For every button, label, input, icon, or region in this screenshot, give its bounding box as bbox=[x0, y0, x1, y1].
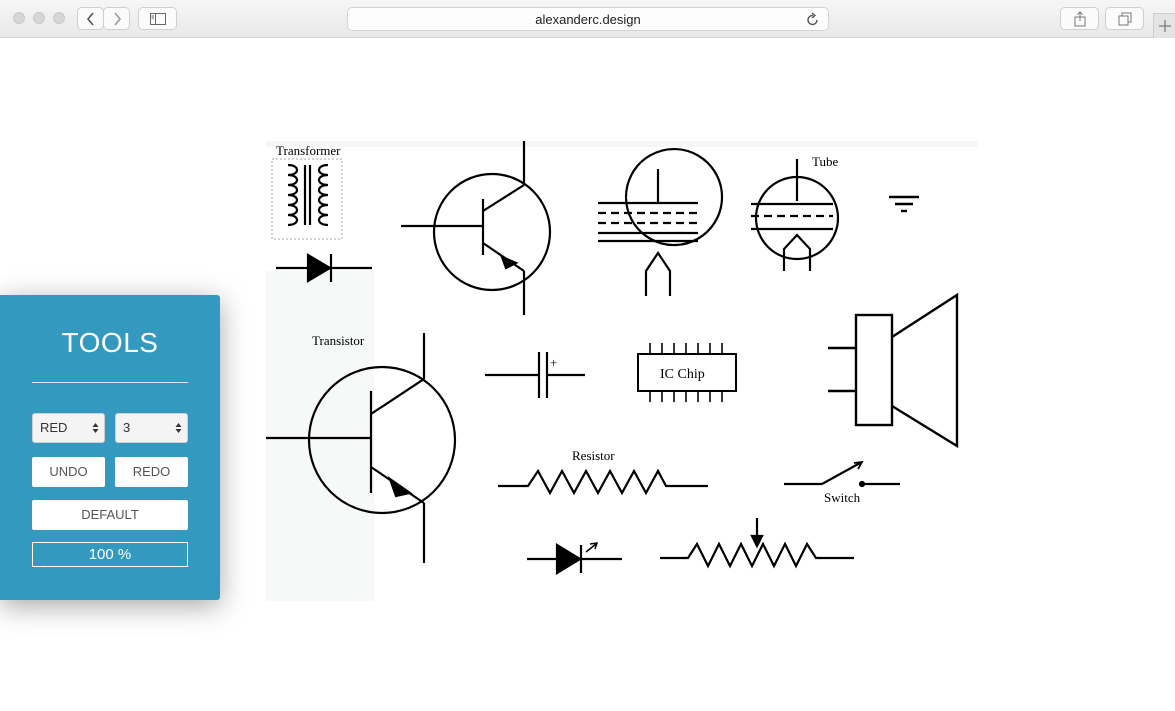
ic-chip-symbol bbox=[637, 343, 737, 402]
browser-toolbar: alexanderc.design bbox=[0, 0, 1175, 38]
redo-button[interactable]: REDO bbox=[115, 457, 188, 487]
forward-button[interactable] bbox=[103, 7, 130, 30]
share-button[interactable] bbox=[1060, 7, 1099, 30]
url-text: alexanderc.design bbox=[535, 11, 641, 27]
transformer-label: Transformer bbox=[276, 143, 341, 158]
plus-icon bbox=[1158, 20, 1171, 32]
minimize-window-button[interactable] bbox=[33, 12, 45, 24]
tabs-icon bbox=[1118, 12, 1131, 25]
brush-size-select-value: 3 bbox=[123, 420, 131, 435]
zoom-level[interactable]: 100 % bbox=[32, 542, 188, 567]
led-symbol bbox=[527, 542, 622, 575]
small-transistor-symbol bbox=[401, 141, 552, 315]
back-button[interactable] bbox=[77, 7, 104, 30]
select-arrows-icon bbox=[92, 423, 99, 433]
sidebar-icon bbox=[149, 12, 166, 25]
color-select-value: RED bbox=[40, 420, 68, 435]
circuit-symbols-image: Transformer bbox=[266, 141, 978, 601]
capacitor-symbol bbox=[485, 352, 585, 398]
resistor-symbol bbox=[498, 468, 708, 496]
brush-size-select[interactable]: 3 bbox=[115, 413, 188, 443]
speaker-symbol bbox=[828, 292, 959, 449]
transformer-symbol bbox=[271, 158, 343, 240]
tabs-overview-button[interactable] bbox=[1105, 7, 1144, 30]
switch-symbol bbox=[784, 460, 900, 488]
share-icon bbox=[1074, 10, 1085, 26]
color-select[interactable]: RED bbox=[32, 413, 105, 443]
tools-panel: TOOLS RED 3 UNDO REDO DEFAULT 100 % bbox=[0, 295, 220, 600]
potentiometer-symbol bbox=[660, 518, 854, 569]
ground-symbol bbox=[889, 195, 919, 213]
transistor-label: Transistor bbox=[312, 333, 365, 348]
close-window-button[interactable] bbox=[13, 12, 25, 24]
tools-divider bbox=[32, 382, 188, 383]
tube-label: Tube bbox=[812, 154, 838, 169]
chevron-left-icon bbox=[86, 11, 94, 26]
tube-symbol-small bbox=[751, 159, 840, 271]
tube-symbol-large bbox=[598, 147, 724, 296]
chevron-right-icon bbox=[113, 11, 121, 26]
reload-icon[interactable] bbox=[806, 11, 820, 27]
select-arrows-icon bbox=[175, 423, 182, 433]
address-bar[interactable]: alexanderc.design bbox=[347, 7, 829, 31]
ic-chip-label: IC Chip bbox=[660, 367, 705, 382]
drawing-canvas[interactable]: Transformer bbox=[266, 141, 978, 601]
new-tab-button[interactable] bbox=[1153, 13, 1175, 38]
resistor-label: Resistor bbox=[572, 448, 615, 463]
undo-button[interactable]: UNDO bbox=[32, 457, 105, 487]
large-transistor-symbol bbox=[266, 333, 457, 563]
zoom-window-button[interactable] bbox=[53, 12, 65, 24]
switch-label: Switch bbox=[824, 490, 861, 505]
default-button[interactable]: DEFAULT bbox=[32, 500, 188, 530]
tools-title: TOOLS bbox=[61, 327, 159, 358]
sidebar-button[interactable] bbox=[138, 7, 177, 30]
capacitor-plus-label: + bbox=[550, 355, 557, 370]
diode-symbol bbox=[276, 253, 372, 283]
